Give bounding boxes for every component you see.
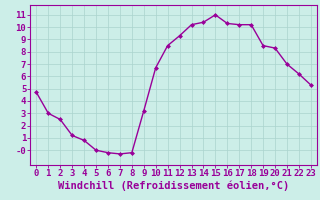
X-axis label: Windchill (Refroidissement éolien,°C): Windchill (Refroidissement éolien,°C) (58, 181, 289, 191)
